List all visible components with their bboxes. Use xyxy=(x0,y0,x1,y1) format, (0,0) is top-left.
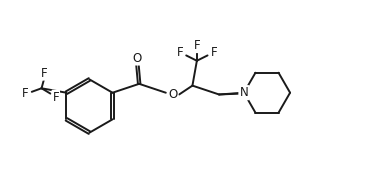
Text: O: O xyxy=(168,88,178,101)
Text: F: F xyxy=(177,46,183,59)
Text: F: F xyxy=(22,87,29,100)
Text: O: O xyxy=(133,52,142,65)
Text: N: N xyxy=(240,86,248,99)
Text: F: F xyxy=(211,46,217,59)
Text: F: F xyxy=(53,91,59,104)
Text: F: F xyxy=(194,39,200,52)
Text: F: F xyxy=(41,67,47,80)
Text: N: N xyxy=(240,86,248,99)
